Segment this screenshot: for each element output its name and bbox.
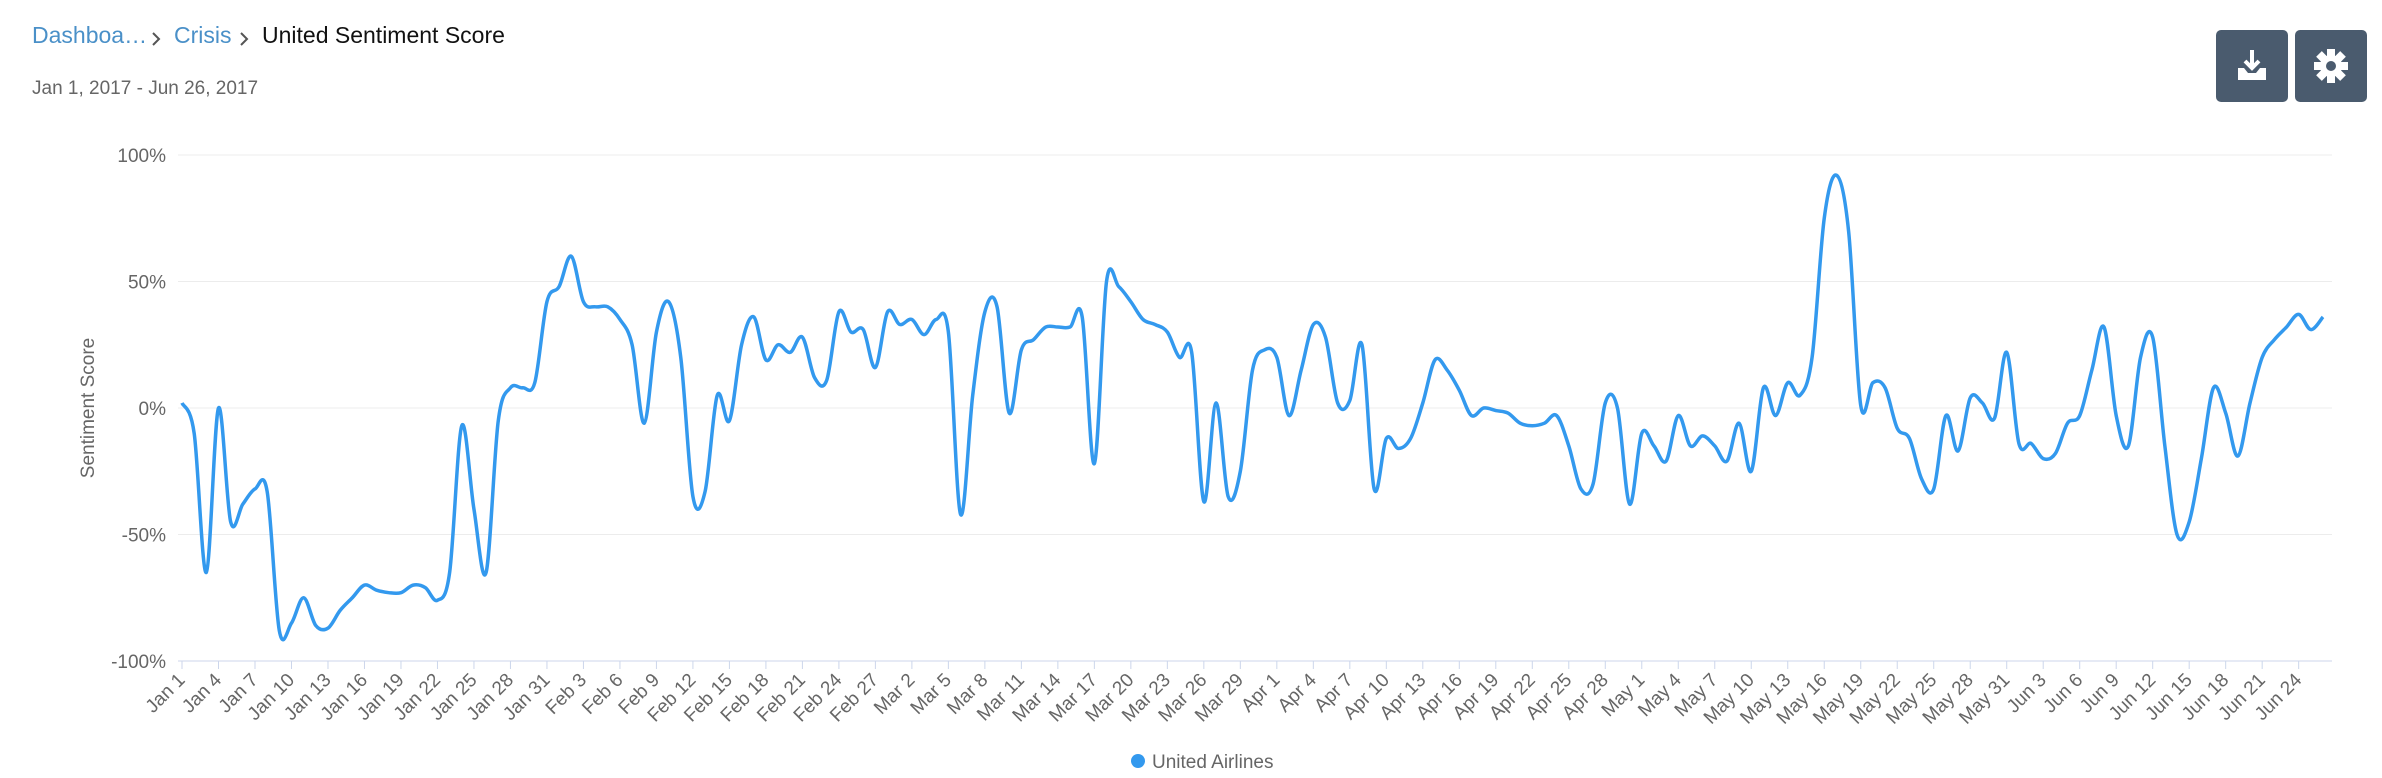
x-tick-label: Apr 1 (1237, 670, 1284, 717)
y-tick-label: 100% (117, 146, 166, 167)
x-tick-label: Apr 4 (1274, 669, 1321, 716)
x-tick-label: Jun 6 (2040, 670, 2088, 718)
x-tick-label: Feb 6 (578, 670, 627, 719)
date-range: Jan 1, 2017 - Jun 26, 2017 (32, 78, 259, 99)
settings-button[interactable] (2295, 30, 2367, 102)
x-tick-label: Feb 3 (542, 670, 591, 719)
series-line (180, 173, 2325, 642)
y-tick-label: -100% (111, 652, 166, 673)
breadcrumb-link[interactable]: Crisis (174, 22, 232, 48)
breadcrumb-current: United Sentiment Score (262, 22, 505, 48)
settings-icon (2314, 49, 2348, 83)
y-tick-label: 0% (139, 399, 167, 420)
x-tick-label: Jan 4 (178, 669, 226, 717)
x-tick-label: Mar 2 (870, 670, 919, 719)
x-tick-label: Jun 3 (2003, 670, 2051, 718)
y-tick-label: -50% (122, 526, 166, 547)
download-button[interactable] (2216, 30, 2288, 102)
x-tick-label: Jan 1 (142, 670, 190, 718)
y-tick-label: 50% (128, 273, 166, 294)
chevron (152, 32, 161, 46)
breadcrumb-link[interactable]: Dashboa… (32, 22, 148, 48)
chevron (240, 32, 249, 46)
legend-marker (1131, 754, 1145, 768)
y-axis-title: Sentiment Score (78, 338, 99, 478)
x-tick-label: Mar 5 (907, 670, 956, 719)
legend-label: United Airlines (1152, 752, 1273, 773)
download-icon (2238, 50, 2266, 80)
